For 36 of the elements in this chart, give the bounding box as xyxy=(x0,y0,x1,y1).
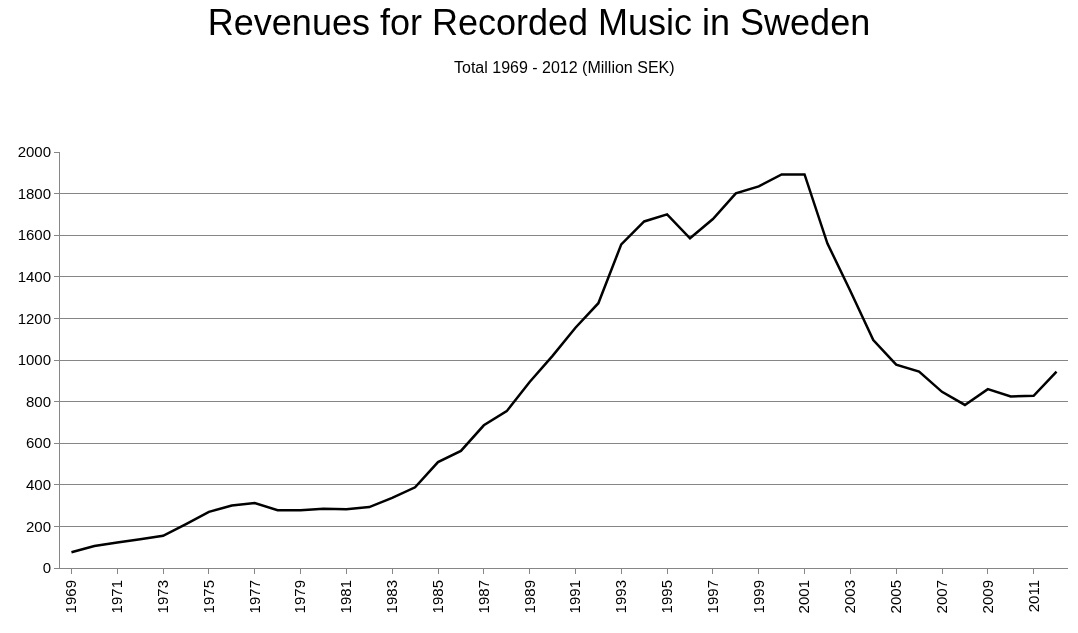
x-tick-label: 1983 xyxy=(383,580,401,614)
y-tick-label: 2000 xyxy=(17,143,51,161)
y-tick-label: 1800 xyxy=(17,184,51,202)
x-tick-label: 1989 xyxy=(520,580,538,614)
x-tick-label: 2003 xyxy=(841,580,859,614)
x-tick-label: 2005 xyxy=(887,580,905,614)
x-tick-label: 1971 xyxy=(108,580,126,614)
chart-subtitle: Total 1969 - 2012 (Million SEK) xyxy=(454,59,675,76)
x-tick-label: 2011 xyxy=(1024,580,1042,613)
x-tick-label: 1977 xyxy=(245,580,263,614)
y-tick-label: 400 xyxy=(25,476,51,494)
chart-title: Revenues for Recorded Music in Sweden xyxy=(207,1,871,43)
line-series xyxy=(70,173,1058,554)
y-tick-label: 0 xyxy=(42,559,51,577)
y-tick-label: 1400 xyxy=(17,268,51,286)
x-tick-label: 2001 xyxy=(795,580,813,614)
x-tick-label: 1973 xyxy=(153,580,171,614)
y-tick-label: 1600 xyxy=(17,226,51,244)
x-tick-label: 2007 xyxy=(932,580,950,614)
x-tick-label: 1985 xyxy=(428,580,446,614)
y-tick-label: 600 xyxy=(25,434,51,452)
y-tick-label: 800 xyxy=(25,392,51,410)
x-tick-label: 1981 xyxy=(337,580,355,614)
x-tick-label: 1997 xyxy=(703,580,721,614)
x-tick-label: 1975 xyxy=(199,580,217,614)
y-tick-label: 1000 xyxy=(17,351,51,369)
x-tick-label: 1995 xyxy=(657,580,675,614)
x-tick-label: 1969 xyxy=(62,580,80,614)
x-tick-label: 1987 xyxy=(474,580,492,614)
x-tick-label: 1991 xyxy=(566,580,584,614)
x-tick-label: 1979 xyxy=(291,580,309,614)
x-tick-label: 2009 xyxy=(978,580,996,614)
x-tick-label: 1999 xyxy=(749,580,767,614)
y-tick-label: 1200 xyxy=(17,309,51,327)
y-tick-label: 200 xyxy=(25,517,51,535)
x-tick-label: 1993 xyxy=(612,580,630,614)
